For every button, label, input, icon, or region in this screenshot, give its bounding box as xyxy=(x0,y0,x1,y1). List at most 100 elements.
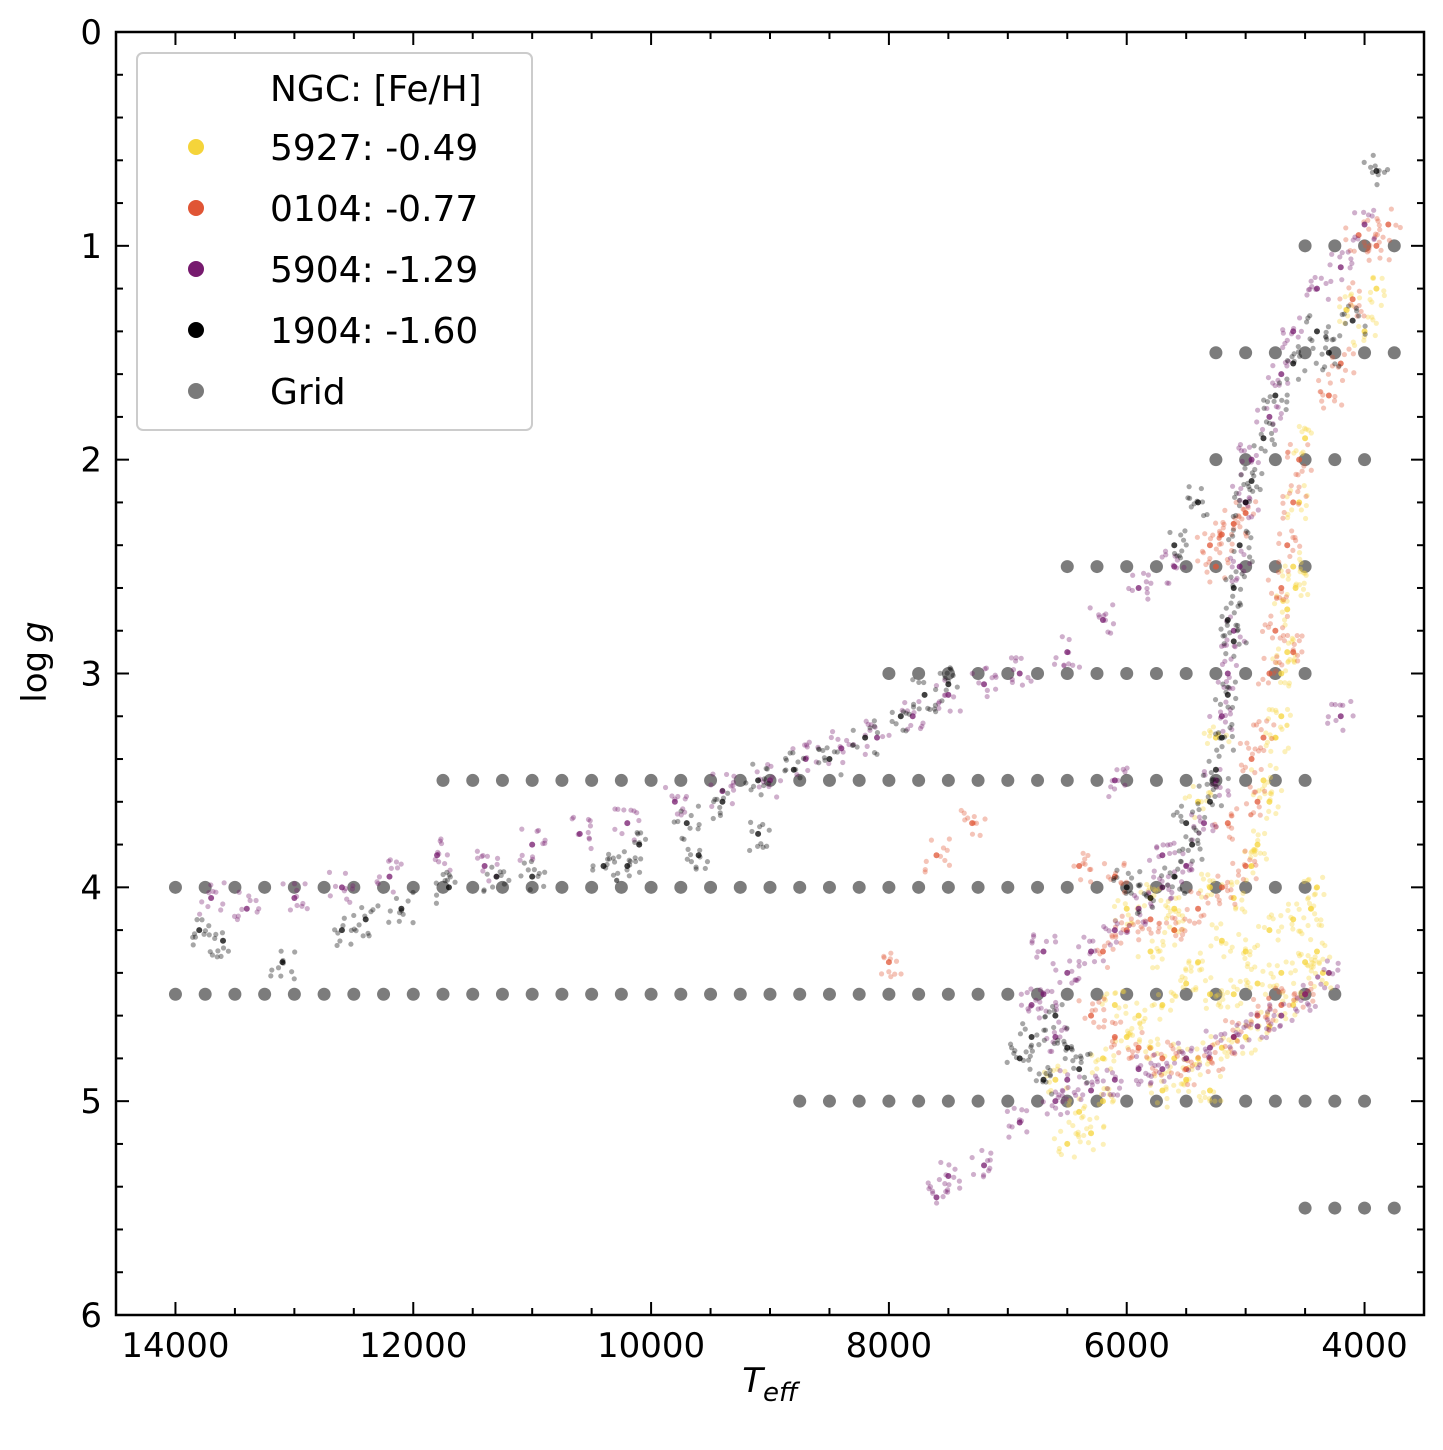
grid-point xyxy=(1090,667,1104,680)
data-point-cloud xyxy=(1174,565,1180,571)
data-point-cloud xyxy=(1162,929,1168,936)
data-point-cloud xyxy=(1062,1024,1068,1031)
grid-point xyxy=(258,880,272,894)
data-point-cloud xyxy=(1261,924,1268,931)
grid-point xyxy=(1090,987,1104,1001)
data-point xyxy=(1224,820,1231,827)
data-point-cloud xyxy=(1285,745,1291,751)
data-point-cloud xyxy=(1239,458,1245,464)
data-point-cloud xyxy=(1133,1077,1140,1084)
data-point-cloud xyxy=(1130,922,1136,928)
data-point-cloud xyxy=(1101,924,1107,930)
data-point-cloud xyxy=(1175,866,1181,872)
data-point-cloud xyxy=(1173,895,1179,901)
data-point-cloud xyxy=(1232,906,1239,912)
data-point-cloud xyxy=(1082,861,1088,867)
data-point-cloud xyxy=(1024,1108,1030,1114)
data-point-cloud xyxy=(1267,732,1273,738)
data-point-cloud xyxy=(1284,376,1290,382)
data-point-cloud xyxy=(1162,548,1169,554)
data-point xyxy=(1355,232,1362,239)
data-point-cloud xyxy=(942,857,948,864)
data-point-cloud xyxy=(865,721,871,727)
data-point-cloud xyxy=(1056,1145,1062,1152)
data-point-cloud xyxy=(1269,707,1275,713)
data-point-cloud xyxy=(1271,722,1277,728)
data-point-cloud xyxy=(766,783,772,790)
data-point-cloud xyxy=(1220,633,1226,639)
data-point-cloud xyxy=(489,864,495,870)
data-point-cloud xyxy=(906,711,912,717)
data-point-cloud xyxy=(1096,612,1102,618)
data-point-cloud xyxy=(1278,679,1284,686)
data-point-cloud xyxy=(1226,1037,1232,1043)
data-point-cloud xyxy=(1167,1007,1174,1013)
data-point-cloud xyxy=(1305,591,1311,598)
data-point-cloud xyxy=(628,807,634,813)
grid-point xyxy=(763,987,777,1001)
data-point-cloud xyxy=(939,698,945,704)
data-point-cloud xyxy=(370,907,376,913)
data-point-cloud xyxy=(1361,239,1367,246)
data-point-cloud xyxy=(1305,287,1312,293)
data-point-cloud xyxy=(1161,1078,1167,1084)
data-point-cloud xyxy=(1238,548,1244,554)
data-point-cloud xyxy=(1264,815,1270,821)
data-point-cloud xyxy=(1229,836,1235,842)
data-point-cloud xyxy=(1294,632,1300,639)
grid-point xyxy=(793,880,807,894)
data-point-cloud xyxy=(1062,1055,1068,1062)
data-point-cloud xyxy=(1347,265,1353,271)
data-point-cloud xyxy=(1268,613,1274,619)
data-point-cloud xyxy=(688,812,694,819)
data-point-cloud xyxy=(1301,483,1307,489)
data-point-cloud xyxy=(1293,537,1299,544)
data-point-cloud xyxy=(1218,1098,1224,1104)
data-point-cloud xyxy=(1159,1003,1165,1009)
data-point xyxy=(1361,328,1368,335)
data-point-cloud xyxy=(1227,1044,1233,1050)
data-point-cloud xyxy=(1247,486,1253,493)
data-point-cloud xyxy=(1293,471,1299,477)
data-point-cloud xyxy=(1298,997,1304,1004)
data-point-cloud xyxy=(1138,1025,1144,1031)
data-point-cloud xyxy=(287,907,294,913)
data-point-cloud xyxy=(1213,783,1219,790)
data-point xyxy=(1123,927,1130,934)
data-point-cloud xyxy=(393,895,400,902)
data-point xyxy=(1040,991,1047,998)
data-point-cloud xyxy=(1198,799,1204,805)
data-point-cloud xyxy=(903,728,909,734)
data-point xyxy=(1313,884,1320,891)
data-point-cloud xyxy=(588,845,594,852)
data-point-cloud xyxy=(1248,1025,1254,1031)
data-point-cloud xyxy=(1242,530,1249,536)
data-point-cloud xyxy=(1083,1080,1089,1086)
data-point-cloud xyxy=(1228,894,1234,901)
data-point-cloud xyxy=(438,840,445,847)
data-point xyxy=(243,905,250,912)
data-point-cloud xyxy=(1042,1027,1049,1033)
data-point xyxy=(969,820,976,827)
data-point-cloud xyxy=(1358,308,1364,315)
data-point-cloud xyxy=(1119,881,1125,887)
data-point-cloud xyxy=(1085,852,1091,859)
data-point-cloud xyxy=(1249,559,1255,565)
data-point-cloud xyxy=(1111,877,1117,884)
data-point-cloud xyxy=(1209,777,1215,783)
data-point-cloud xyxy=(1362,243,1369,249)
data-point-cloud xyxy=(1158,1071,1165,1077)
data-point-cloud xyxy=(1282,340,1288,347)
data-point-cloud xyxy=(1116,1085,1123,1091)
data-point-cloud xyxy=(1138,924,1144,930)
data-point-cloud xyxy=(1025,1057,1032,1063)
data-point-cloud xyxy=(1009,1045,1015,1051)
data-point-cloud xyxy=(1115,777,1121,784)
data-point-cloud xyxy=(1291,641,1297,647)
data-point-cloud xyxy=(1082,1015,1088,1021)
data-point-cloud xyxy=(534,828,540,834)
data-point-cloud xyxy=(1210,828,1216,834)
data-point-cloud xyxy=(723,771,730,778)
data-point-cloud xyxy=(1277,531,1283,537)
data-point-cloud xyxy=(1045,1064,1051,1071)
